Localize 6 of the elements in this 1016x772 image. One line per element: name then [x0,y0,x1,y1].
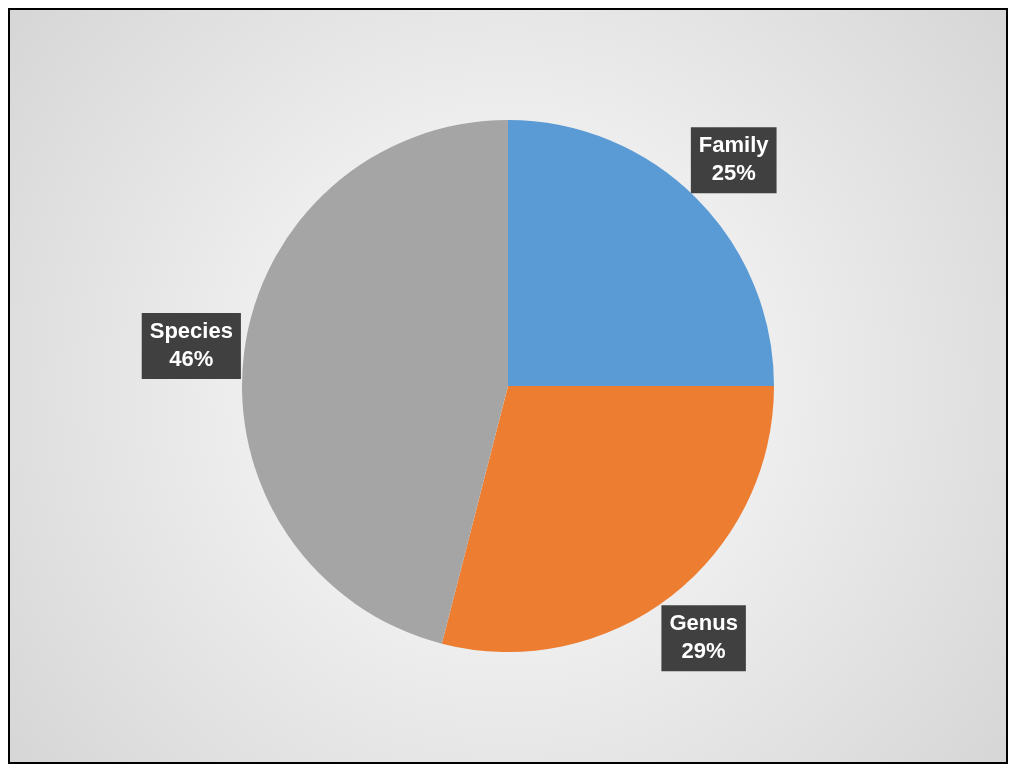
data-label: 25% [711,160,756,186]
data-label: 46% [169,346,214,372]
data-label: 29% [681,638,726,664]
slice-label: Species [149,318,233,344]
slice-label: Family [698,132,770,158]
slice-label: Genus [669,610,738,636]
